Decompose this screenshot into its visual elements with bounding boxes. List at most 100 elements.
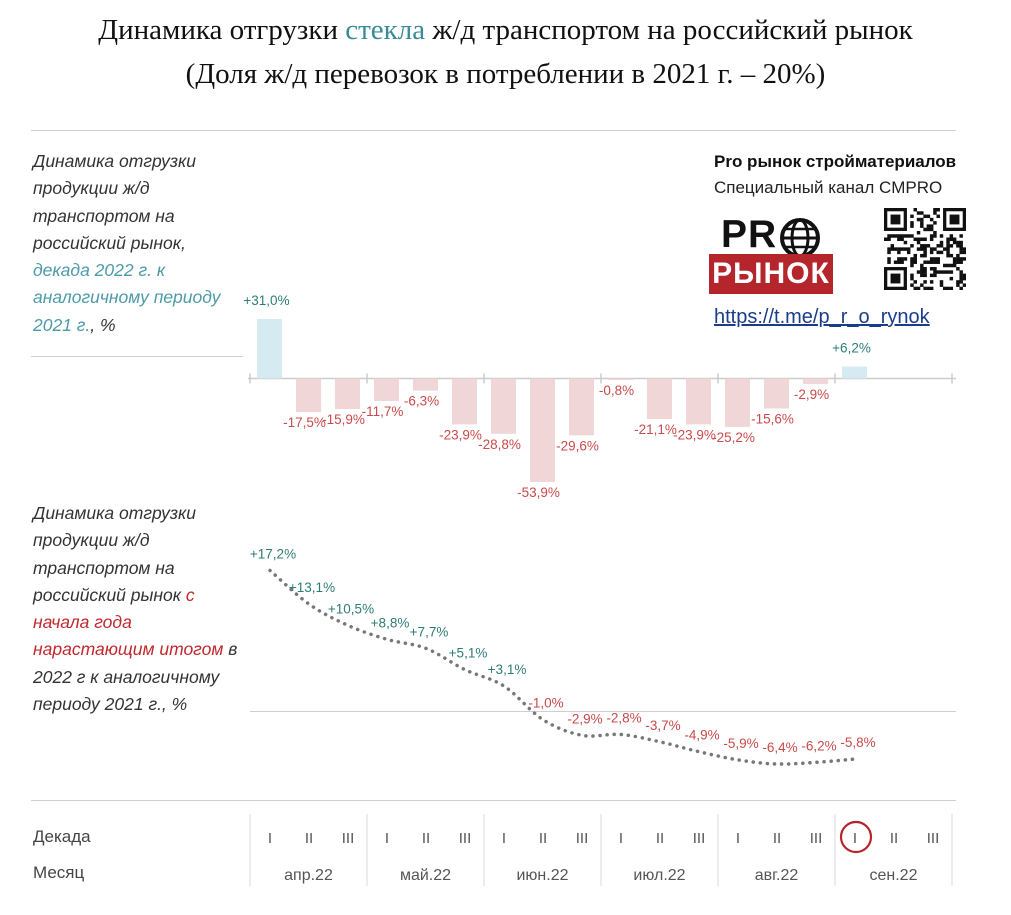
month-tick-label: июл.22 xyxy=(633,867,685,884)
separator-top xyxy=(31,130,956,131)
month-tick-label: сен.22 xyxy=(870,867,918,884)
separator-bottom xyxy=(31,800,956,801)
bar xyxy=(413,378,438,391)
decade-tick-label: I xyxy=(268,830,272,847)
line-value-label: -5,8% xyxy=(840,735,875,750)
bar xyxy=(530,378,555,482)
bar-value-label: -21,1% xyxy=(634,422,677,437)
title-pre: Динамика отгрузки xyxy=(98,14,346,46)
bar-value-label: -23,9% xyxy=(673,427,716,442)
line-value-label: -4,9% xyxy=(684,728,719,743)
bar xyxy=(257,318,282,379)
bar-value-label: -28,8% xyxy=(478,437,521,452)
month-tick-label: май.22 xyxy=(400,867,451,884)
bar xyxy=(725,378,750,427)
title-post: ж/д транспортом на российский рынок xyxy=(425,14,913,46)
bar xyxy=(647,378,672,420)
bar-value-label: -17,5% xyxy=(283,415,326,430)
side-description-bottom: Динамика отгрузки продукции ж/д транспор… xyxy=(33,500,243,718)
side-bottom-highlight: с начала года нарастающим итогом xyxy=(33,584,224,660)
decade-tick-label: I xyxy=(853,830,857,847)
current-decade-highlight xyxy=(839,820,873,854)
bar-value-label: -0,8% xyxy=(599,383,634,398)
line-value-label: +8,8% xyxy=(371,615,410,630)
decade-tick-label: I xyxy=(736,830,740,847)
month-tick-label: июн.22 xyxy=(516,867,568,884)
decade-tick-label: I xyxy=(619,830,623,847)
bar xyxy=(842,366,867,379)
bar xyxy=(608,378,633,381)
logo-rynok-box xyxy=(709,254,833,294)
month-tick-label: авг.22 xyxy=(755,867,799,884)
logo-rynok-text: РЫНОК xyxy=(712,257,830,290)
cumulative-line xyxy=(268,568,857,766)
bar-value-label: +6,2% xyxy=(832,341,871,356)
bar xyxy=(569,378,594,436)
line-value-label: -5,9% xyxy=(723,736,758,751)
decade-tick-label: II xyxy=(890,830,898,847)
line-value-label: -2,9% xyxy=(567,711,602,726)
decade-tick-label: I xyxy=(385,830,389,847)
side-bottom-suffix: в 2022 г к аналогичному периоду 2021 г.,… xyxy=(33,639,238,715)
bar xyxy=(491,378,516,434)
decade-tick-label: III xyxy=(342,830,355,847)
bar-value-label: -29,6% xyxy=(556,438,599,453)
decade-tick-label: III xyxy=(927,830,940,847)
line-value-label: -6,4% xyxy=(762,740,797,755)
bar xyxy=(686,378,711,425)
decade-tick-label: III xyxy=(576,830,589,847)
side-top-highlight: декада 2022 г. к аналогичному периоду 20… xyxy=(33,260,221,335)
decade-tick-label: III xyxy=(693,830,706,847)
chart-title: Динамика отгрузки стекла ж/д транспортом… xyxy=(0,14,1011,47)
line-value-label: +17,2% xyxy=(250,546,296,561)
qr-code-icon xyxy=(884,208,966,290)
month-axis-label: Месяц xyxy=(33,863,85,882)
decade-tick-label: II xyxy=(773,830,781,847)
decade-tick-label: II xyxy=(305,830,313,847)
decade-axis-label: Декада xyxy=(33,827,91,846)
decade-tick-label: III xyxy=(459,830,472,847)
bar xyxy=(452,378,477,425)
side-top-text: Динамика отгрузки продукции ж/д транспор… xyxy=(33,151,196,253)
separator-bar-baseline xyxy=(31,356,243,357)
side-top-suffix: , % xyxy=(90,314,116,335)
bar-value-label: -11,7% xyxy=(362,404,404,419)
bar xyxy=(803,378,828,385)
bar-value-label: -2,9% xyxy=(794,387,829,402)
title-accent: стекла xyxy=(345,14,426,46)
line-value-label: -6,2% xyxy=(801,738,836,753)
line-value-label: -1,0% xyxy=(528,696,563,711)
bar-value-label: -53,9% xyxy=(517,485,560,500)
logo-pro-text: PR xyxy=(721,213,778,256)
line-value-label: +3,1% xyxy=(488,662,527,677)
bar-value-label: -25,2% xyxy=(712,430,755,445)
bar-value-label: -15,6% xyxy=(751,411,794,426)
line-value-label: -2,8% xyxy=(606,710,641,725)
line-value-label: +10,5% xyxy=(328,601,374,616)
bar-value-label: -15,9% xyxy=(322,412,365,427)
brand-channel: Специальный канал CMPRO xyxy=(714,178,943,197)
side-bottom-text: Динамика отгрузки продукции ж/д транспор… xyxy=(33,503,196,605)
bar-value-label: +31,0% xyxy=(243,293,289,308)
line-value-label: +7,7% xyxy=(410,624,449,639)
decade-tick-label: II xyxy=(656,830,664,847)
decade-tick-label: II xyxy=(539,830,547,847)
line-value-label: -3,7% xyxy=(645,718,680,733)
bar xyxy=(296,378,321,413)
telegram-link[interactable]: https://t.me/p_r_o_rynok xyxy=(714,306,930,328)
line-value-label: +5,1% xyxy=(449,646,488,661)
bar-value-label: -6,3% xyxy=(404,394,439,409)
bar xyxy=(335,378,360,410)
month-tick-label: апр.22 xyxy=(284,867,333,884)
decade-tick-label: II xyxy=(422,830,430,847)
bar-value-label: -23,9% xyxy=(439,427,482,442)
bar xyxy=(374,378,399,401)
decade-tick-label: III xyxy=(810,830,823,847)
line-value-label: +13,1% xyxy=(289,580,335,595)
decade-tick-label: I xyxy=(502,830,506,847)
chart-subtitle: (Доля ж/д перевозок в потреблении в 2021… xyxy=(185,58,826,90)
side-description-top: Динамика отгрузки продукции ж/д транспор… xyxy=(33,148,243,339)
bar xyxy=(764,378,789,409)
brand-name: Pro рынок стройматериалов xyxy=(714,152,957,171)
